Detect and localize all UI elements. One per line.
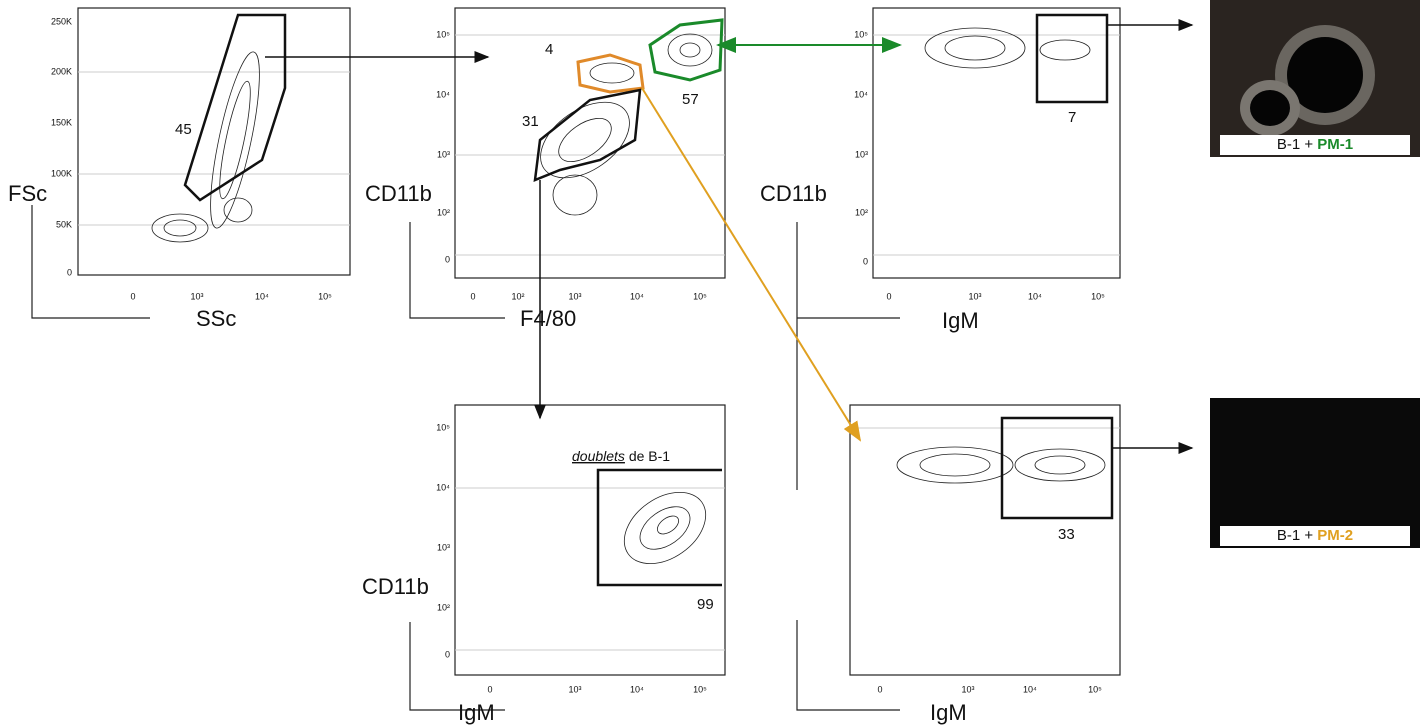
plot-frame	[455, 8, 725, 278]
x-axis-label: SSc	[196, 306, 236, 331]
x-tick-label: 0	[877, 684, 882, 694]
gate-label: 7	[1068, 109, 1076, 126]
x-tick-label: 0	[886, 291, 891, 301]
caption: B-1 + PM-2	[1277, 527, 1353, 544]
x-tick-label: 10²	[511, 291, 524, 301]
plot-frame	[873, 8, 1120, 278]
y-tick-label: 10²	[437, 602, 450, 612]
gate-label: 4	[545, 41, 553, 58]
y-axis-label: CD11b	[365, 181, 432, 206]
figure: 45 250K 200K 150K 100K 50K 0 0 10³ 10⁴ 1…	[0, 0, 1425, 726]
annotation: doublets de B-1	[572, 448, 670, 464]
x-axis-label: IgM	[942, 308, 979, 333]
x-tick-label: 0	[130, 291, 135, 301]
plot-frame	[850, 405, 1120, 675]
y-tick-label: 10⁵	[854, 29, 868, 39]
panel-doublets: doublets de B-1 99 10⁵ 10⁴ 10³ 10² 0 0 1…	[362, 405, 725, 725]
y-tick-label: 0	[67, 267, 72, 277]
y-tick-label: 250K	[51, 16, 72, 26]
micrograph-pm2: B-1 + PM-2	[1210, 398, 1420, 548]
y-tick-label: 10⁵	[436, 29, 450, 39]
x-axis-label: F4/80	[520, 306, 576, 331]
y-tick-label: 10⁴	[436, 89, 450, 99]
x-tick-label: 0	[470, 291, 475, 301]
x-tick-label: 10⁵	[318, 291, 332, 301]
x-tick-label: 10³	[968, 291, 981, 301]
y-axis-label: CD11b	[760, 181, 827, 206]
caption-highlight: PM-2	[1317, 527, 1353, 544]
y-tick-label: 10³	[855, 149, 868, 159]
x-tick-label: 10³	[961, 684, 974, 694]
y-tick-label: 0	[445, 649, 450, 659]
x-tick-label: 10⁴	[1028, 291, 1042, 301]
y-tick-label: 0	[863, 256, 868, 266]
y-tick-label: 10⁵	[436, 422, 450, 432]
x-tick-label: 10⁴	[630, 291, 644, 301]
x-axis-label: IgM	[458, 700, 495, 725]
x-tick-label: 10³	[568, 684, 581, 694]
y-tick-label: 150K	[51, 117, 72, 127]
x-tick-label: 10³	[568, 291, 581, 301]
y-tick-label: 10⁴	[436, 482, 450, 492]
gate-label: 45	[175, 121, 192, 138]
caption-highlight: PM-1	[1317, 136, 1353, 153]
panel-cd11b-igm-pm2: 33 0 10³ 10⁴ 10⁵ IgM	[797, 405, 1120, 725]
y-tick-label: 200K	[51, 66, 72, 76]
y-tick-label: 100K	[51, 168, 72, 178]
plot-frame	[455, 405, 725, 675]
caption: B-1 + PM-1	[1277, 136, 1353, 153]
x-tick-label: 0	[487, 684, 492, 694]
y-tick-label: 10³	[437, 542, 450, 552]
annotation-suffix: de B-1	[629, 448, 670, 464]
annotation-italic: doublets	[572, 448, 625, 464]
gate-label: 33	[1058, 526, 1075, 543]
x-tick-label: 10³	[190, 291, 203, 301]
caption-text: B-1 +	[1277, 136, 1317, 153]
micrograph-pm1: B-1 + PM-1	[1210, 0, 1420, 157]
gate-label: 57	[682, 91, 699, 108]
y-tick-label: 10³	[437, 149, 450, 159]
y-axis-label: FSc	[8, 181, 47, 206]
y-tick-label: 10²	[855, 207, 868, 217]
caption-text: B-1 +	[1277, 527, 1317, 544]
y-tick-label: 0	[445, 254, 450, 264]
gate-label: 99	[697, 596, 714, 613]
gate-label: 31	[522, 113, 539, 130]
plot-frame	[78, 8, 350, 275]
y-tick-label: 10⁴	[854, 89, 868, 99]
x-tick-label: 10⁴	[1023, 684, 1037, 694]
y-axis-label: CD11b	[362, 574, 429, 599]
x-axis-label: IgM	[930, 700, 967, 725]
y-tick-label: 50K	[56, 219, 72, 229]
y-tick-label: 10²	[437, 207, 450, 217]
x-tick-label: 10⁵	[1091, 291, 1105, 301]
x-tick-label: 10⁴	[630, 684, 644, 694]
x-tick-label: 10⁵	[693, 291, 707, 301]
x-tick-label: 10⁵	[693, 684, 707, 694]
x-tick-label: 10⁴	[255, 291, 269, 301]
x-tick-label: 10⁵	[1088, 684, 1102, 694]
